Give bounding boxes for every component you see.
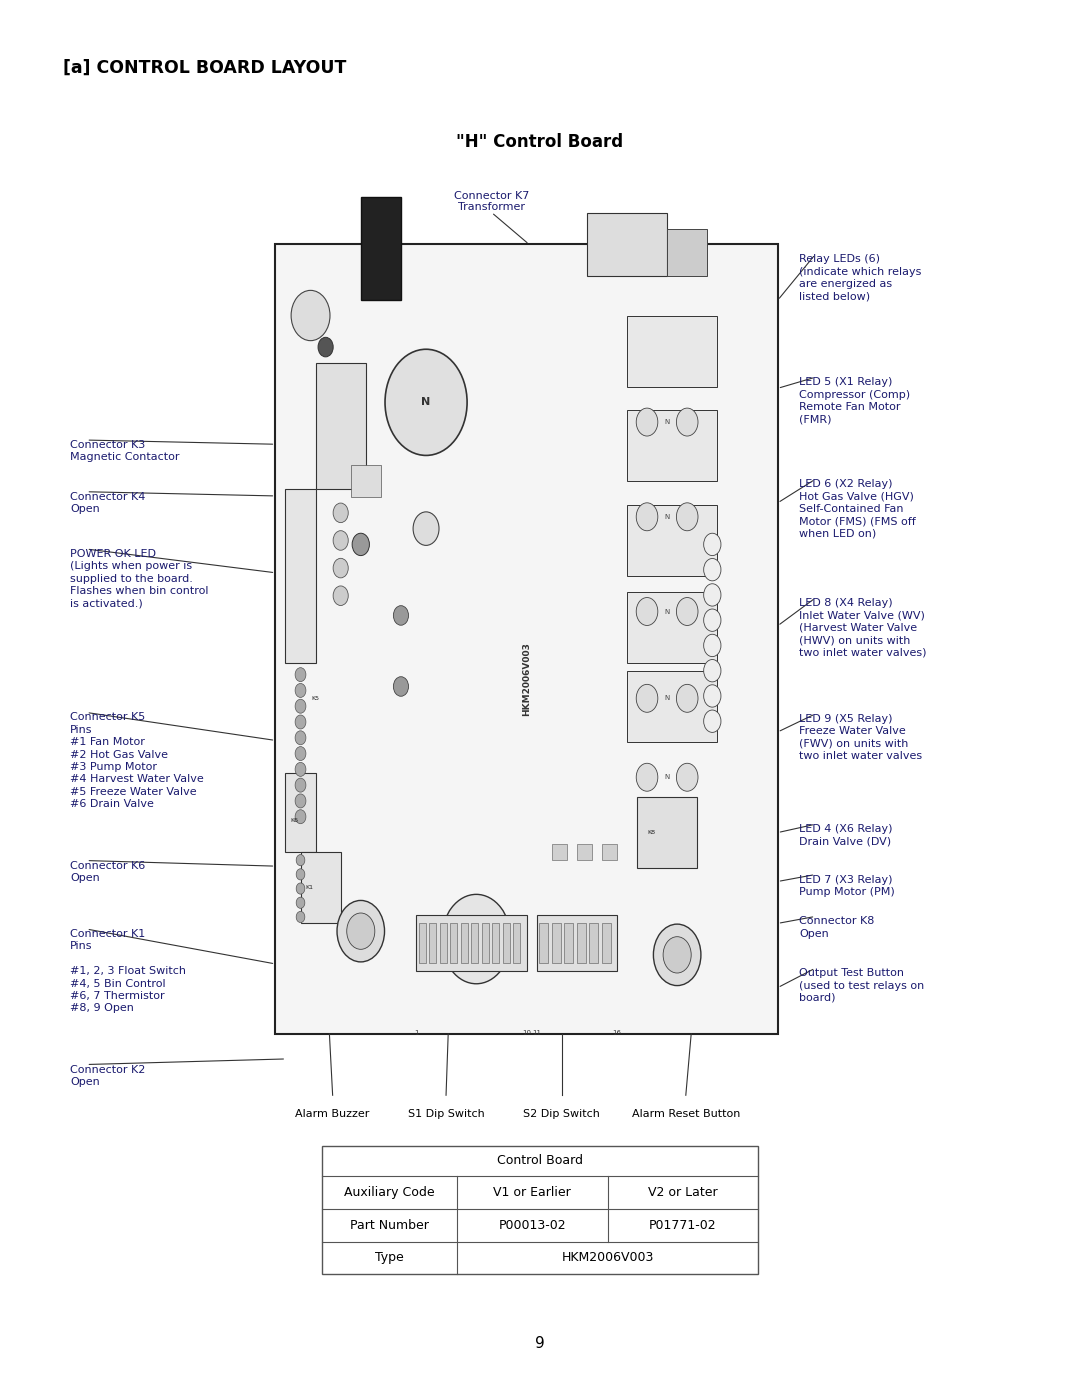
- Bar: [627, 411, 717, 481]
- Bar: [627, 504, 717, 576]
- Text: Connector K8
Open: Connector K8 Open: [799, 916, 875, 939]
- Circle shape: [295, 668, 306, 682]
- Text: P01771-02: P01771-02: [649, 1218, 717, 1232]
- Circle shape: [636, 503, 658, 531]
- Text: V1 or Earlier: V1 or Earlier: [494, 1186, 571, 1199]
- Bar: [429, 923, 436, 963]
- Bar: [322, 1146, 758, 1274]
- Bar: [637, 796, 698, 868]
- Circle shape: [384, 349, 468, 455]
- Circle shape: [333, 503, 348, 522]
- Bar: [627, 316, 717, 387]
- Bar: [627, 592, 717, 662]
- Text: 9: 9: [535, 1337, 545, 1351]
- Circle shape: [704, 685, 721, 707]
- Circle shape: [676, 763, 698, 791]
- Circle shape: [337, 901, 384, 963]
- Bar: [300, 852, 340, 923]
- Text: Alarm Reset Button: Alarm Reset Button: [632, 1109, 740, 1119]
- Circle shape: [414, 511, 438, 545]
- Circle shape: [296, 869, 305, 880]
- Circle shape: [704, 710, 721, 732]
- Text: Connector K4
Open: Connector K4 Open: [70, 492, 146, 514]
- Text: LED 9 (X5 Relay)
Freeze Water Valve
(FWV) on units with
two inlet water valves: LED 9 (X5 Relay) Freeze Water Valve (FWV…: [799, 714, 922, 761]
- Bar: [440, 923, 447, 963]
- Bar: [577, 923, 585, 963]
- Text: K5: K5: [311, 696, 319, 701]
- Text: 1: 1: [414, 1030, 418, 1037]
- Text: HKM2006V003: HKM2006V003: [562, 1252, 653, 1264]
- Circle shape: [393, 676, 408, 696]
- Bar: [419, 923, 426, 963]
- Circle shape: [347, 914, 375, 950]
- Circle shape: [296, 855, 305, 866]
- Circle shape: [352, 534, 369, 556]
- Text: Connector K3
Magnetic Contactor: Connector K3 Magnetic Contactor: [70, 440, 179, 462]
- Bar: [586, 212, 667, 277]
- Bar: [503, 923, 510, 963]
- Circle shape: [333, 559, 348, 578]
- Bar: [537, 915, 617, 971]
- Bar: [513, 923, 521, 963]
- Circle shape: [704, 534, 721, 556]
- Text: 10: 10: [522, 1030, 531, 1037]
- Circle shape: [333, 531, 348, 550]
- Text: Part Number: Part Number: [350, 1218, 429, 1232]
- Text: [a] CONTROL BOARD LAYOUT: [a] CONTROL BOARD LAYOUT: [63, 59, 346, 77]
- Bar: [564, 923, 573, 963]
- Text: N: N: [421, 397, 431, 408]
- Circle shape: [636, 685, 658, 712]
- Text: K6: K6: [291, 819, 298, 823]
- Circle shape: [295, 793, 306, 807]
- Text: N: N: [664, 419, 670, 425]
- Bar: [590, 923, 598, 963]
- Text: Connector K2
Open: Connector K2 Open: [70, 1065, 146, 1087]
- Text: K1: K1: [306, 886, 313, 890]
- Text: 16: 16: [612, 1030, 621, 1037]
- Circle shape: [295, 763, 306, 777]
- Circle shape: [676, 685, 698, 712]
- Text: Relay LEDs (6)
(indicate which relays
are energized as
listed below): Relay LEDs (6) (indicate which relays ar…: [799, 254, 921, 302]
- Circle shape: [295, 700, 306, 714]
- Circle shape: [704, 584, 721, 606]
- Text: Connector K6
Open: Connector K6 Open: [70, 861, 146, 883]
- Text: N: N: [664, 774, 670, 781]
- Circle shape: [296, 897, 305, 908]
- Circle shape: [676, 598, 698, 626]
- Circle shape: [295, 683, 306, 697]
- Bar: [461, 923, 468, 963]
- Bar: [416, 915, 527, 971]
- Text: Connector K7
Transformer: Connector K7 Transformer: [454, 191, 529, 212]
- Circle shape: [296, 883, 305, 894]
- Circle shape: [295, 715, 306, 729]
- Bar: [450, 923, 457, 963]
- Text: Connector K5
Pins
#1 Fan Motor
#2 Hot Gas Valve
#3 Pump Motor
#4 Harvest Water V: Connector K5 Pins #1 Fan Motor #2 Hot Ga…: [70, 712, 204, 809]
- Circle shape: [295, 746, 306, 760]
- Circle shape: [292, 291, 330, 341]
- Text: LED 8 (X4 Relay)
Inlet Water Valve (WV)
(Harvest Water Valve
(HWV) on units with: LED 8 (X4 Relay) Inlet Water Valve (WV) …: [799, 598, 927, 658]
- Circle shape: [295, 810, 306, 824]
- Text: N: N: [664, 696, 670, 701]
- Text: POWER OK LED
(Lights when power is
supplied to the board.
Flashes when bin contr: POWER OK LED (Lights when power is suppl…: [70, 549, 208, 609]
- Text: Connector K1
Pins

#1, 2, 3 Float Switch
#4, 5 Bin Control
#6, 7 Thermistor
#8, : Connector K1 Pins #1, 2, 3 Float Switch …: [70, 929, 186, 1013]
- Bar: [602, 923, 611, 963]
- Bar: [552, 923, 561, 963]
- Circle shape: [676, 408, 698, 436]
- Text: LED 5 (X1 Relay)
Compressor (Comp)
Remote Fan Motor
(FMR): LED 5 (X1 Relay) Compressor (Comp) Remot…: [799, 377, 910, 425]
- Circle shape: [704, 609, 721, 631]
- Text: P00013-02: P00013-02: [499, 1218, 566, 1232]
- Circle shape: [295, 778, 306, 792]
- Circle shape: [333, 585, 348, 605]
- Circle shape: [393, 606, 408, 626]
- Bar: [482, 923, 489, 963]
- Bar: [492, 923, 499, 963]
- Circle shape: [442, 894, 511, 983]
- Bar: [667, 229, 707, 277]
- Bar: [627, 671, 717, 742]
- Circle shape: [676, 503, 698, 531]
- Circle shape: [636, 408, 658, 436]
- Text: V2 or Later: V2 or Later: [648, 1186, 718, 1199]
- Bar: [315, 363, 366, 489]
- Bar: [361, 197, 401, 300]
- Text: Type: Type: [375, 1252, 404, 1264]
